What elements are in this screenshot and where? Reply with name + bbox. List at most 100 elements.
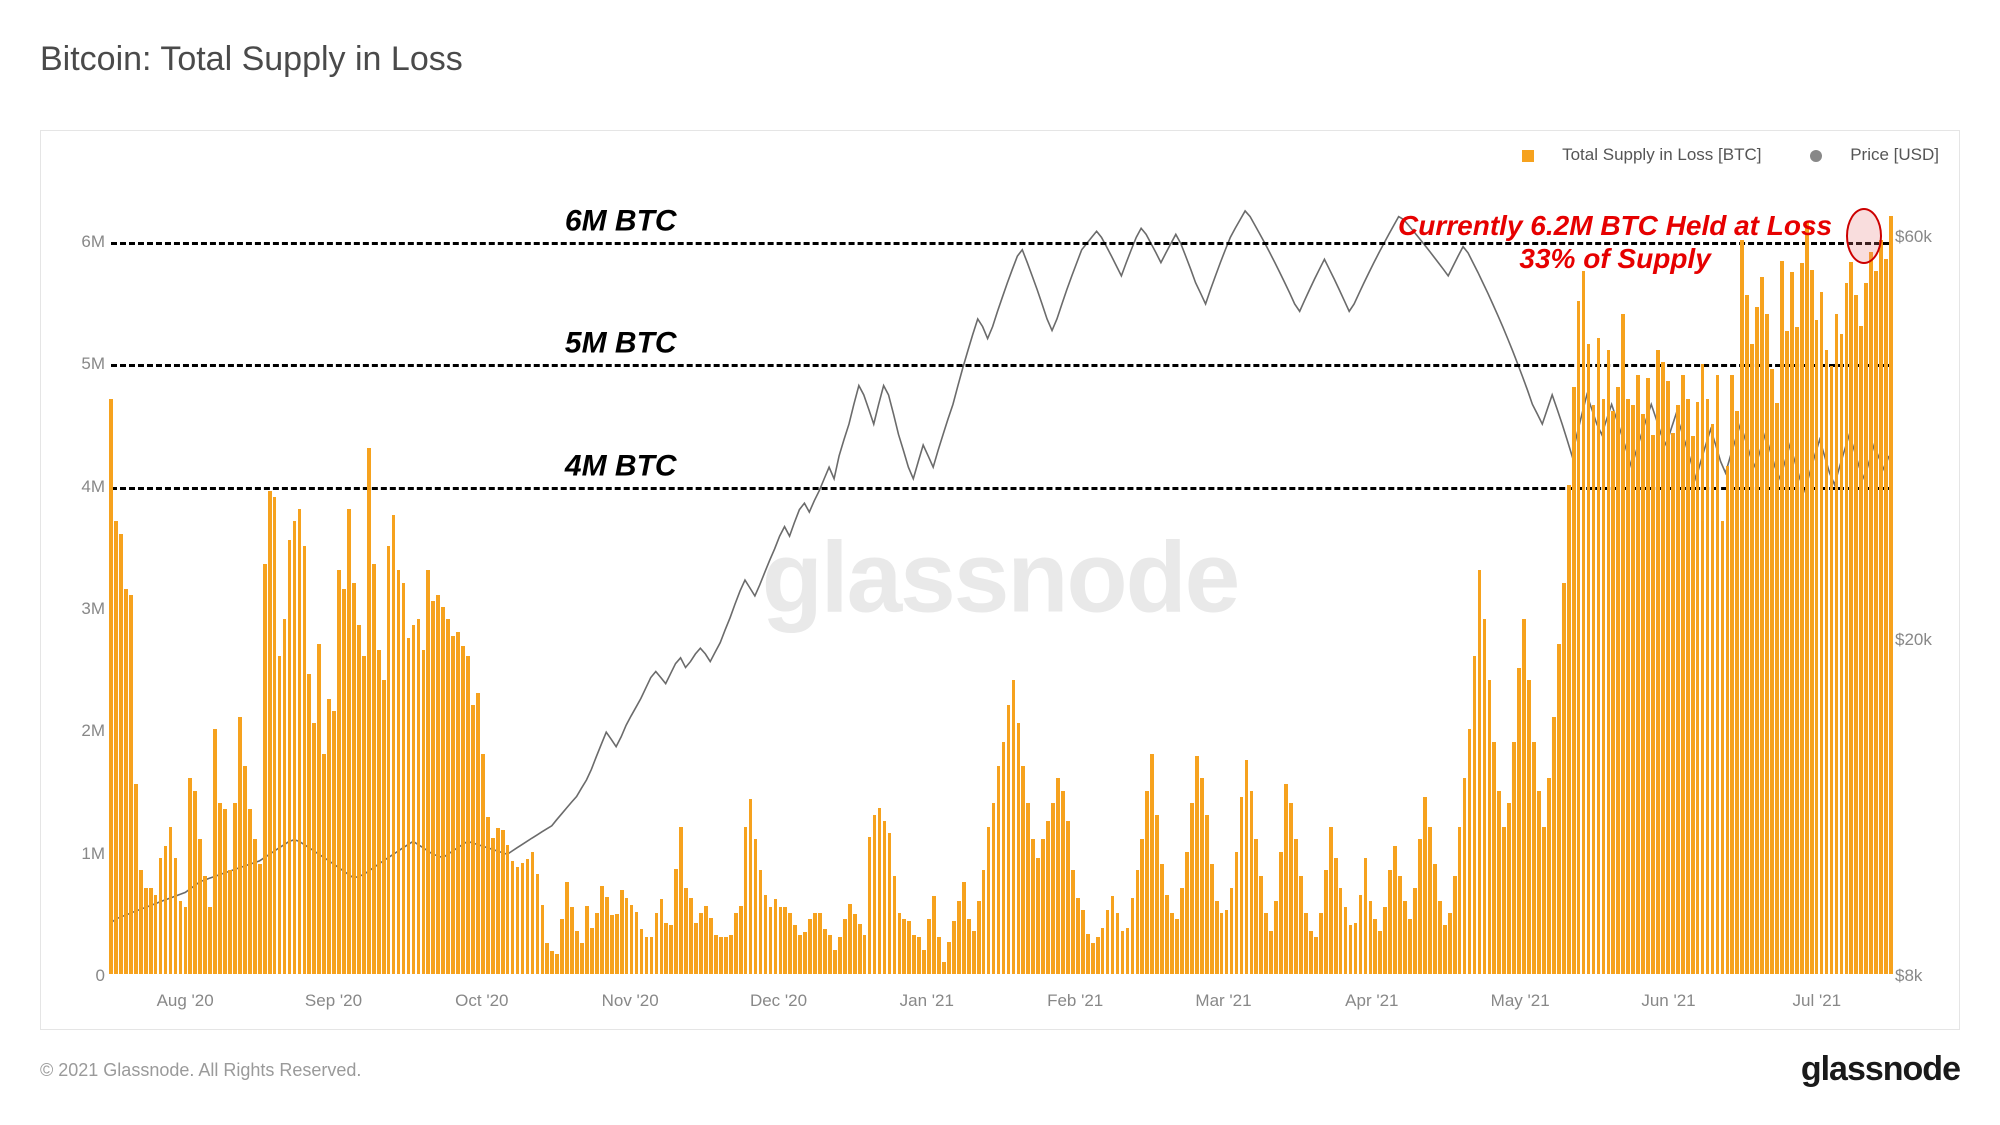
bar [1329, 827, 1333, 974]
bar [1066, 821, 1070, 974]
bar [1240, 797, 1244, 974]
bar [1359, 895, 1363, 975]
bar [154, 895, 158, 975]
bar [779, 907, 783, 974]
bar [590, 928, 594, 974]
bar [1131, 898, 1135, 974]
bar [511, 861, 515, 974]
bar [640, 929, 644, 974]
bar [1805, 222, 1809, 974]
bar [575, 931, 579, 974]
bar [555, 954, 559, 974]
bar [1448, 913, 1452, 974]
bar [878, 808, 882, 974]
bar [1755, 307, 1759, 974]
bar [1269, 931, 1273, 974]
bar [783, 907, 787, 974]
bar [1175, 919, 1179, 974]
bar [298, 509, 302, 974]
bar [615, 914, 619, 974]
bar [1334, 858, 1338, 974]
bar [1874, 271, 1878, 974]
bar [114, 521, 118, 974]
bar [228, 870, 232, 974]
bar [1502, 827, 1506, 974]
bar [1428, 827, 1432, 974]
bar [1086, 934, 1090, 974]
legend-item-price: Price [USD] [1788, 145, 1939, 164]
bar [1349, 925, 1353, 974]
bar [129, 595, 133, 974]
bar [1007, 705, 1011, 974]
bar [466, 656, 470, 974]
bar [1711, 424, 1715, 974]
bar [714, 935, 718, 974]
bar [1165, 895, 1169, 975]
bar [268, 491, 272, 974]
bar [248, 809, 252, 974]
bar [1582, 271, 1586, 974]
bar [808, 919, 812, 974]
bar [431, 601, 435, 974]
bar [1403, 901, 1407, 974]
bar [689, 898, 693, 974]
bar [694, 923, 698, 974]
bar [952, 921, 956, 974]
bar [273, 497, 277, 974]
bar [1830, 366, 1834, 974]
x-tick: Mar '21 [1195, 991, 1251, 1011]
bar [293, 521, 297, 974]
bar [545, 943, 549, 974]
legend-swatch-supply [1522, 150, 1534, 162]
bar [1661, 362, 1665, 974]
bar [1845, 283, 1849, 974]
bar [481, 754, 485, 974]
bar [669, 925, 673, 974]
bar [1369, 901, 1373, 974]
bar [1398, 876, 1402, 974]
bar [962, 882, 966, 974]
bar [541, 905, 545, 974]
x-tick: Jan '21 [900, 991, 954, 1011]
bar [585, 906, 589, 974]
bar [1061, 791, 1065, 974]
bar [630, 905, 634, 974]
bar [1562, 583, 1566, 974]
bar [263, 564, 267, 974]
bar [803, 932, 807, 974]
bar [679, 827, 683, 974]
bar [1299, 876, 1303, 974]
bar [1592, 405, 1596, 974]
bar [1309, 931, 1313, 974]
bar [1026, 803, 1030, 974]
bar [883, 821, 887, 974]
bar [1468, 729, 1472, 974]
bar [471, 705, 475, 974]
bar [1170, 913, 1174, 974]
bar [1056, 778, 1060, 974]
bar [377, 650, 381, 974]
bar [1438, 901, 1442, 974]
bar [169, 827, 173, 974]
bar [1483, 619, 1487, 974]
x-tick: Feb '21 [1047, 991, 1103, 1011]
bar [1473, 656, 1477, 974]
bar [312, 723, 316, 974]
bar [1626, 399, 1630, 974]
bar [1587, 344, 1591, 974]
bar [531, 852, 535, 974]
bar [798, 935, 802, 974]
legend-label-supply: Total Supply in Loss [BTC] [1562, 145, 1761, 164]
bar [446, 619, 450, 974]
reference-label: 6M BTC [565, 205, 677, 239]
bar [1527, 680, 1531, 974]
y-left-tick: 1M [55, 844, 105, 864]
bar [1810, 270, 1814, 974]
bar [1002, 742, 1006, 974]
x-tick: Dec '20 [750, 991, 807, 1011]
bar [1602, 399, 1606, 974]
bar [937, 937, 941, 974]
bar [1205, 815, 1209, 974]
bar [1304, 913, 1308, 974]
bar [198, 839, 202, 974]
